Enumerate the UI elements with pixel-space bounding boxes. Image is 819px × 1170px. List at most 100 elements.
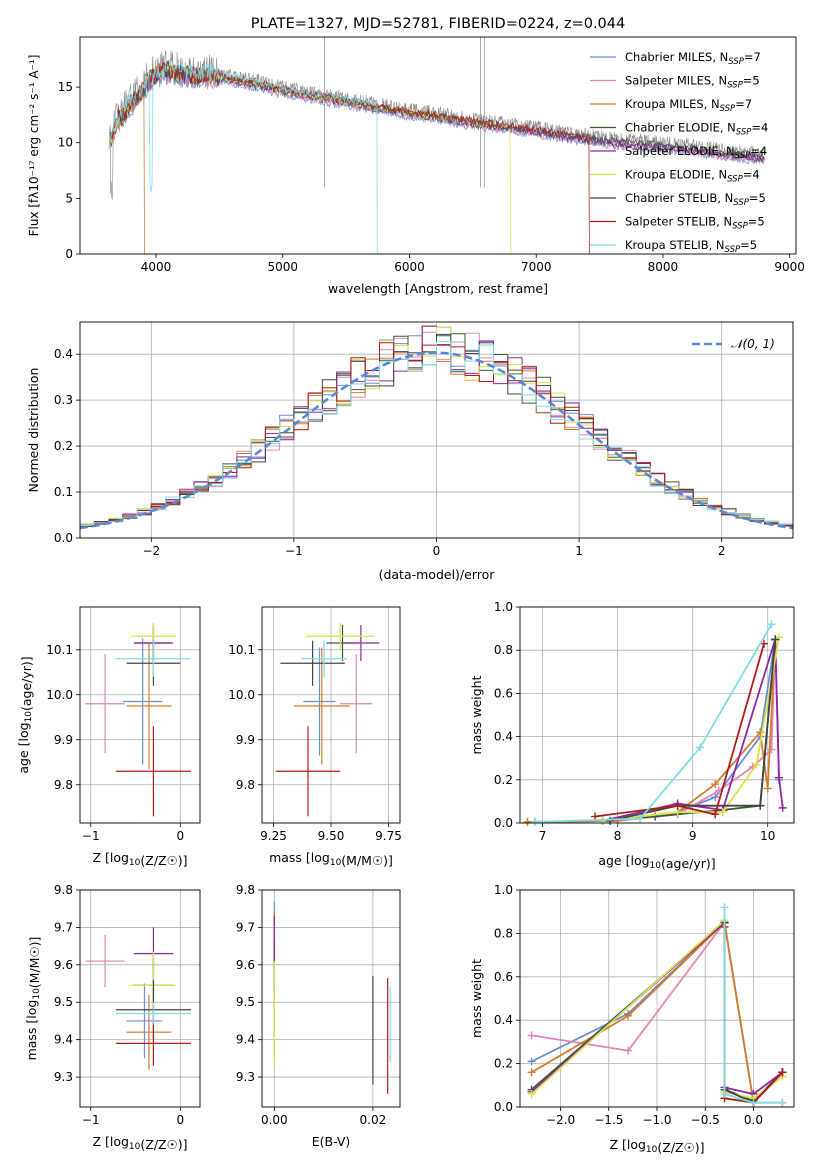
- weight-marker: [531, 817, 540, 826]
- x-tick-label: 9: [689, 829, 697, 843]
- chart-title: PLATE=1327, MJD=52781, FIBERID=0224, z=0…: [251, 16, 625, 32]
- y-tick-label: 10: [58, 136, 73, 150]
- y-tick-label: 10.0: [46, 688, 73, 702]
- legend-label: Chabrier MILES, NSSP=7: [625, 50, 761, 67]
- y-tick-label: 0.4: [494, 730, 513, 744]
- axes-frame: [519, 889, 795, 1108]
- x-axis-label: wavelength [Angstrom, rest frame]: [328, 281, 548, 296]
- weight-marker: [527, 1031, 536, 1040]
- y-tick-label: 15: [58, 80, 73, 94]
- x-tick-label: 9.25: [260, 829, 287, 843]
- weight-marker: [771, 635, 780, 644]
- legend-label: Chabrier STELIB, NSSP=5: [625, 191, 766, 208]
- y-tick-label: 9.9: [54, 733, 73, 747]
- axes-frame: [79, 36, 797, 255]
- weight-marker: [711, 793, 720, 802]
- y-axis-label: Normed distribution: [26, 368, 41, 493]
- y-axis-label: mass weight: [469, 675, 484, 754]
- x-axis-label: Z [log10(Z/Z☉)]: [92, 1134, 187, 1152]
- y-tick-label: 0.1: [54, 485, 73, 499]
- x-tick-label: −1: [82, 829, 100, 843]
- legend-label: Kroupa ELODIE, NSSP=4: [625, 168, 760, 185]
- y-tick-label: 0.6: [494, 686, 513, 700]
- x-tick-label: 9.75: [375, 829, 402, 843]
- y-tick-label: 1.0: [494, 600, 513, 614]
- x-tick-label: −1.5: [594, 1113, 623, 1127]
- y-tick-label: 9.8: [236, 883, 255, 897]
- x-axis-label: E(B-V): [312, 1134, 351, 1149]
- weight-marker: [606, 816, 615, 825]
- y-tick-label: 0.0: [54, 531, 73, 545]
- age-vs-Z-panel: −1 0 9.8 9.9 10.0 10.1 Z [log10(Z/Z☉)] age [log…: [16, 606, 201, 868]
- y-tick-label: 9.4: [54, 1033, 73, 1047]
- weight-marker: [767, 620, 776, 629]
- axes-frame: [79, 321, 794, 539]
- x-tick-label: 0.00: [261, 1113, 288, 1127]
- x-tick-label: 6000: [394, 260, 425, 274]
- y-tick-label: 1.0: [494, 883, 513, 897]
- y-tick-label: 0.8: [494, 926, 513, 940]
- y-tick-label: 9.5: [236, 995, 255, 1009]
- y-tick-label: 0.2: [494, 773, 513, 787]
- x-tick-label: 0: [176, 829, 184, 843]
- x-tick-label: 8000: [648, 260, 679, 274]
- weight-marker: [711, 780, 720, 789]
- weight-marker: [718, 808, 727, 817]
- weight-marker: [749, 1098, 758, 1107]
- y-tick-label: 9.8: [236, 778, 255, 792]
- weight-marker: [527, 1057, 536, 1066]
- weight-marker: [720, 903, 729, 912]
- legend-label: Salpeter ELODIE, NSSP=4: [625, 144, 767, 161]
- y-tick-label: 0.4: [494, 1013, 513, 1027]
- weight-marker: [651, 812, 660, 821]
- weight-marker: [774, 773, 783, 782]
- weight-marker: [598, 816, 607, 825]
- weight-line: [534, 623, 773, 823]
- weight-marker: [711, 810, 720, 819]
- weight-vs-age-panel: 7 8 9 10 0.0 0.2 0.4 0.6 0.8 1.0 age [log10(age/yr…: [469, 600, 795, 871]
- weight-marker: [752, 760, 761, 769]
- mass-vs-Z-panel: −1 0 9.3 9.4 9.5 9.6 9.7 9.8 Z [log10(Z/Z☉)] mass…: [24, 883, 201, 1152]
- y-tick-label: 5: [65, 191, 73, 205]
- y-tick-label: 9.3: [54, 1070, 73, 1084]
- y-tick-label: 10.1: [228, 643, 255, 657]
- x-tick-label: −1.0: [642, 1113, 671, 1127]
- axes-frame: [261, 606, 401, 824]
- y-tick-label: 9.9: [236, 733, 255, 747]
- weight-line: [602, 639, 777, 822]
- x-tick-label: 0.0: [744, 1113, 763, 1127]
- x-tick-label: 2: [718, 544, 726, 558]
- legend-label: Chabrier ELODIE, NSSP=4: [625, 121, 768, 138]
- x-tick-label: 9.50: [318, 829, 345, 843]
- x-tick-label: 9000: [774, 260, 805, 274]
- weight-marker: [696, 743, 705, 752]
- x-tick-label: 10: [760, 829, 775, 843]
- weight-line: [527, 639, 777, 823]
- y-tick-label: 0.0: [494, 1100, 513, 1114]
- y-tick-label: 0.6: [494, 970, 513, 984]
- x-tick-label: −2: [142, 544, 160, 558]
- x-tick-label: 4000: [141, 260, 172, 274]
- x-axis-label: mass [log10(M/M☉)]: [269, 850, 393, 868]
- y-tick-label: 0.8: [494, 643, 513, 657]
- legend-label: Salpeter MILES, NSSP=5: [625, 74, 760, 91]
- axes-frame: [79, 606, 201, 824]
- y-axis-label: mass weight: [469, 959, 484, 1038]
- weight-marker: [673, 801, 682, 810]
- legend-label: Kroupa STELIB, NSSP=5: [625, 238, 757, 255]
- weight-line: [594, 643, 765, 818]
- y-tick-label: 9.8: [54, 778, 73, 792]
- y-tick-label: 0.3: [54, 393, 73, 407]
- x-tick-label: 0.02: [360, 1113, 387, 1127]
- weight-marker: [778, 1068, 787, 1077]
- y-tick-label: 0.2: [54, 439, 73, 453]
- x-tick-label: 1: [575, 544, 583, 558]
- spectrum-lines: [108, 37, 765, 254]
- legend-label: 𝒩(0, 1): [731, 337, 775, 351]
- weight-marker: [624, 1046, 633, 1055]
- x-tick-label: 0: [433, 544, 441, 558]
- weight-line: [723, 907, 783, 1104]
- x-tick-label: −1: [285, 544, 303, 558]
- weight-marker: [624, 1011, 633, 1020]
